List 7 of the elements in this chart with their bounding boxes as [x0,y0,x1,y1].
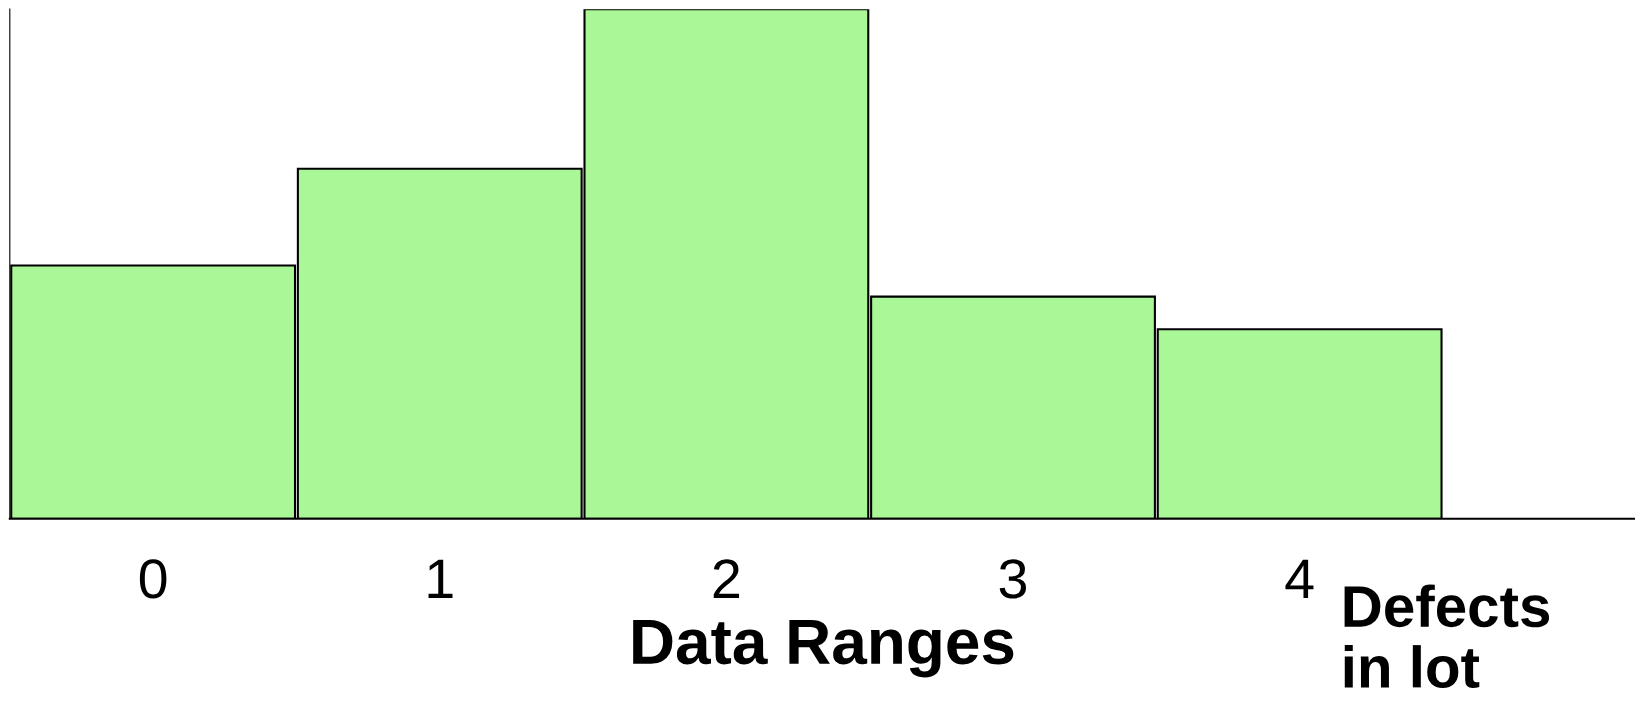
x-tick-label: 4 [1285,559,1314,598]
x-tick-label: 2 [713,559,740,598]
x-tick-label: 1 [428,559,453,598]
x-axis-title: Data Ranges [633,619,1014,678]
x-tick-label: 0 [139,559,167,599]
text: Defects in lot [1344,584,1550,688]
x-tick-label: 3 [999,559,1027,599]
